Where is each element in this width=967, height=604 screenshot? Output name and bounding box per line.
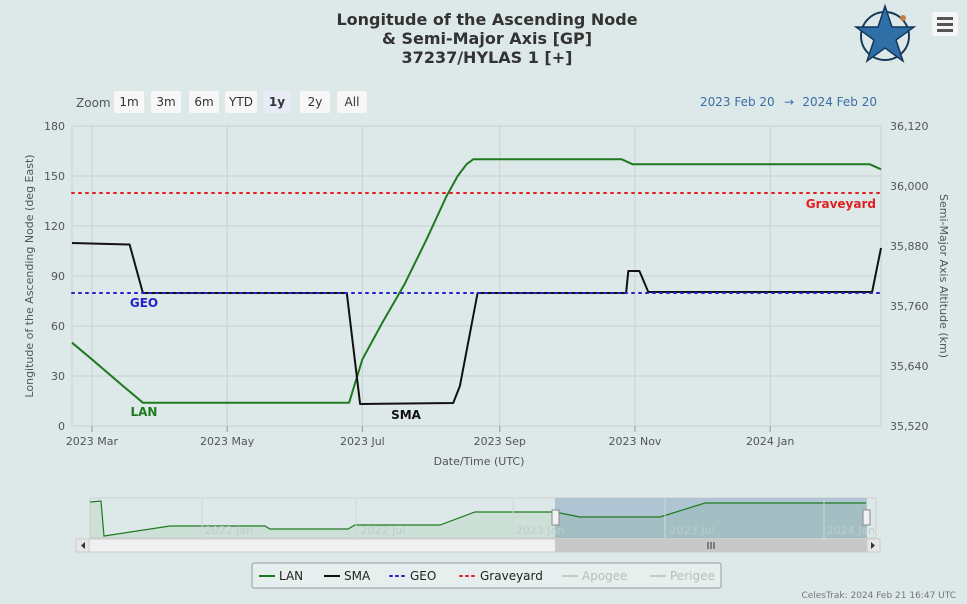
- x-tick-label: 2023 May: [200, 435, 255, 448]
- navigator-label: 2024 Jan: [827, 524, 875, 537]
- svg-text:All[interactable]: All: [345, 95, 360, 109]
- y-right-tick-label: 35,520: [890, 420, 929, 433]
- y-right-tick-label: 36,000: [890, 180, 929, 193]
- menu-icon: [937, 17, 953, 20]
- svg-text:LAN[interactable]: LAN: [279, 569, 303, 583]
- svg-text:1y[interactable]: 1y: [269, 95, 285, 109]
- y-left-tick-label: 0: [58, 420, 65, 433]
- title-line-1: Longitude of the Ascending Node: [336, 10, 637, 29]
- navigator-handle-right[interactable]: [862, 509, 871, 526]
- annotation-sma: SMA: [391, 408, 422, 422]
- y-left-tick-label: 180: [44, 120, 65, 133]
- scroll-right-arrow-icon: [871, 542, 875, 549]
- x-tick-label: 2024 Jan: [746, 435, 794, 448]
- zoom-button-6m[interactable]: 6m: [189, 91, 219, 113]
- y-left-tick-label: 120: [44, 220, 65, 233]
- legend-item-apogee[interactable]: Apogee: [562, 569, 628, 583]
- svg-text:Graveyard[interactable]: Graveyard: [480, 569, 543, 583]
- annotation-lan: LAN: [131, 405, 158, 419]
- navigator-area: [90, 501, 866, 538]
- zoom-label: Zoom: [76, 96, 111, 110]
- axes: 0 30 60 90 120 150 180 35,520 35,640 35,760 35,880…: [44, 120, 929, 448]
- navigator-label: 2022 Jul: [361, 524, 406, 537]
- x-tick-label: 2023 Mar: [66, 435, 119, 448]
- svg-text:YTD[interactable]: YTD: [228, 95, 253, 109]
- zoom-button-1m[interactable]: 1m: [114, 91, 144, 113]
- credit-text[interactable]: CelesTrak: 2024 Feb 21 16:47 UTC: [801, 591, 956, 601]
- navigator[interactable]: 2022 Jan 2022 Jul 2023 Jan 2023 Jul 2024 Jan: [75, 497, 881, 553]
- chart-title: Longitude of the Ascending Node & Semi-M…: [336, 10, 637, 67]
- navigator-handle-left[interactable]: [551, 509, 560, 526]
- legend-item-perigee[interactable]: Perigee: [650, 569, 715, 583]
- svg-text:2y[interactable]: 2y: [308, 95, 323, 109]
- x-tick-label: 2023 Jul: [340, 435, 385, 448]
- y-left-axis-title: Longitude of the Ascending Node (deg Eas…: [23, 154, 36, 397]
- legend: LAN SMA GEO Graveyard Apogee Perigee: [251, 562, 722, 589]
- y-left-tick-label: 150: [44, 170, 65, 183]
- legend-box: [251, 562, 722, 589]
- y-right-tick-label: 35,640: [890, 360, 929, 373]
- svg-text:3m[interactable]: 3m: [156, 95, 175, 109]
- legend-item-geo[interactable]: GEO: [389, 569, 436, 583]
- zoom-button-3m[interactable]: 3m: [151, 91, 181, 113]
- svg-text:SMA[interactable]: SMA: [344, 569, 371, 583]
- navigator-label: 2022 Jan: [205, 524, 253, 537]
- grid: [72, 125, 881, 427]
- celestrak-logo-icon: [853, 3, 917, 63]
- navigator-label: 2023 Jan: [516, 524, 564, 537]
- zoom-button-2y[interactable]: 2y: [300, 91, 330, 113]
- svg-text:GEO[interactable]: GEO: [410, 569, 436, 583]
- y-left-tick-label: 90: [51, 270, 65, 283]
- annotation-graveyard: Graveyard: [806, 197, 876, 211]
- svg-text:Perigee[interactable]: Perigee: [670, 569, 715, 583]
- range-display: 2023 Feb 20 → 2024 Feb 20: [700, 95, 877, 109]
- svg-text:6m[interactable]: 6m: [194, 95, 213, 109]
- zoom-button-all[interactable]: All: [337, 91, 367, 113]
- title-line-3[interactable]: 37237/HYLAS 1 [+]: [402, 48, 573, 67]
- range-to[interactable]: 2024 Feb 20: [802, 95, 877, 109]
- x-tick-label: 2023 Nov: [608, 435, 661, 448]
- legend-item-sma[interactable]: SMA: [324, 569, 371, 583]
- zoom-button-ytd[interactable]: YTD: [225, 91, 257, 113]
- y-right-tick-label: 35,760: [890, 300, 929, 313]
- y-left-tick-label: 30: [51, 370, 65, 383]
- navigator-line: [89, 500, 866, 537]
- legend-item-graveyard[interactable]: Graveyard: [459, 569, 543, 583]
- range-from[interactable]: 2023 Feb 20: [700, 95, 775, 109]
- y-right-tick-label: 35,880: [890, 240, 929, 253]
- series-layer: [71, 158, 882, 405]
- title-line-2: & Semi-Major Axis [GP]: [382, 29, 592, 48]
- range-arrow: →: [784, 95, 794, 109]
- y-left-tick-label: 60: [51, 320, 65, 333]
- x-tick-label: 2023 Sep: [474, 435, 526, 448]
- zoom-controls: Zoom 1m 3m 6m YTD 1y 2y All: [76, 91, 367, 113]
- svg-text:1m[interactable]: 1m: [119, 95, 138, 109]
- scrollbar-grip-icon: [707, 542, 715, 549]
- x-axis-title: Date/Time (UTC): [434, 455, 525, 468]
- navigator-selected-range[interactable]: [555, 498, 867, 538]
- annotations: LAN SMA GEO Graveyard: [130, 197, 876, 422]
- navigator-label: 2023 Jul: [670, 524, 715, 537]
- y-right-tick-label: 36,120: [890, 120, 929, 133]
- hamburger-menu-button[interactable]: [932, 12, 958, 36]
- y-right-axis-title: Semi-Major Axis Altitude (km): [937, 194, 950, 358]
- scroll-left-arrow-icon: [81, 542, 85, 549]
- svg-text:Apogee[interactable]: Apogee: [582, 569, 628, 583]
- annotation-geo: GEO: [130, 296, 158, 310]
- lan-series-line[interactable]: [71, 158, 882, 404]
- zoom-button-1y[interactable]: 1y: [263, 91, 291, 113]
- legend-item-lan[interactable]: LAN: [259, 569, 303, 583]
